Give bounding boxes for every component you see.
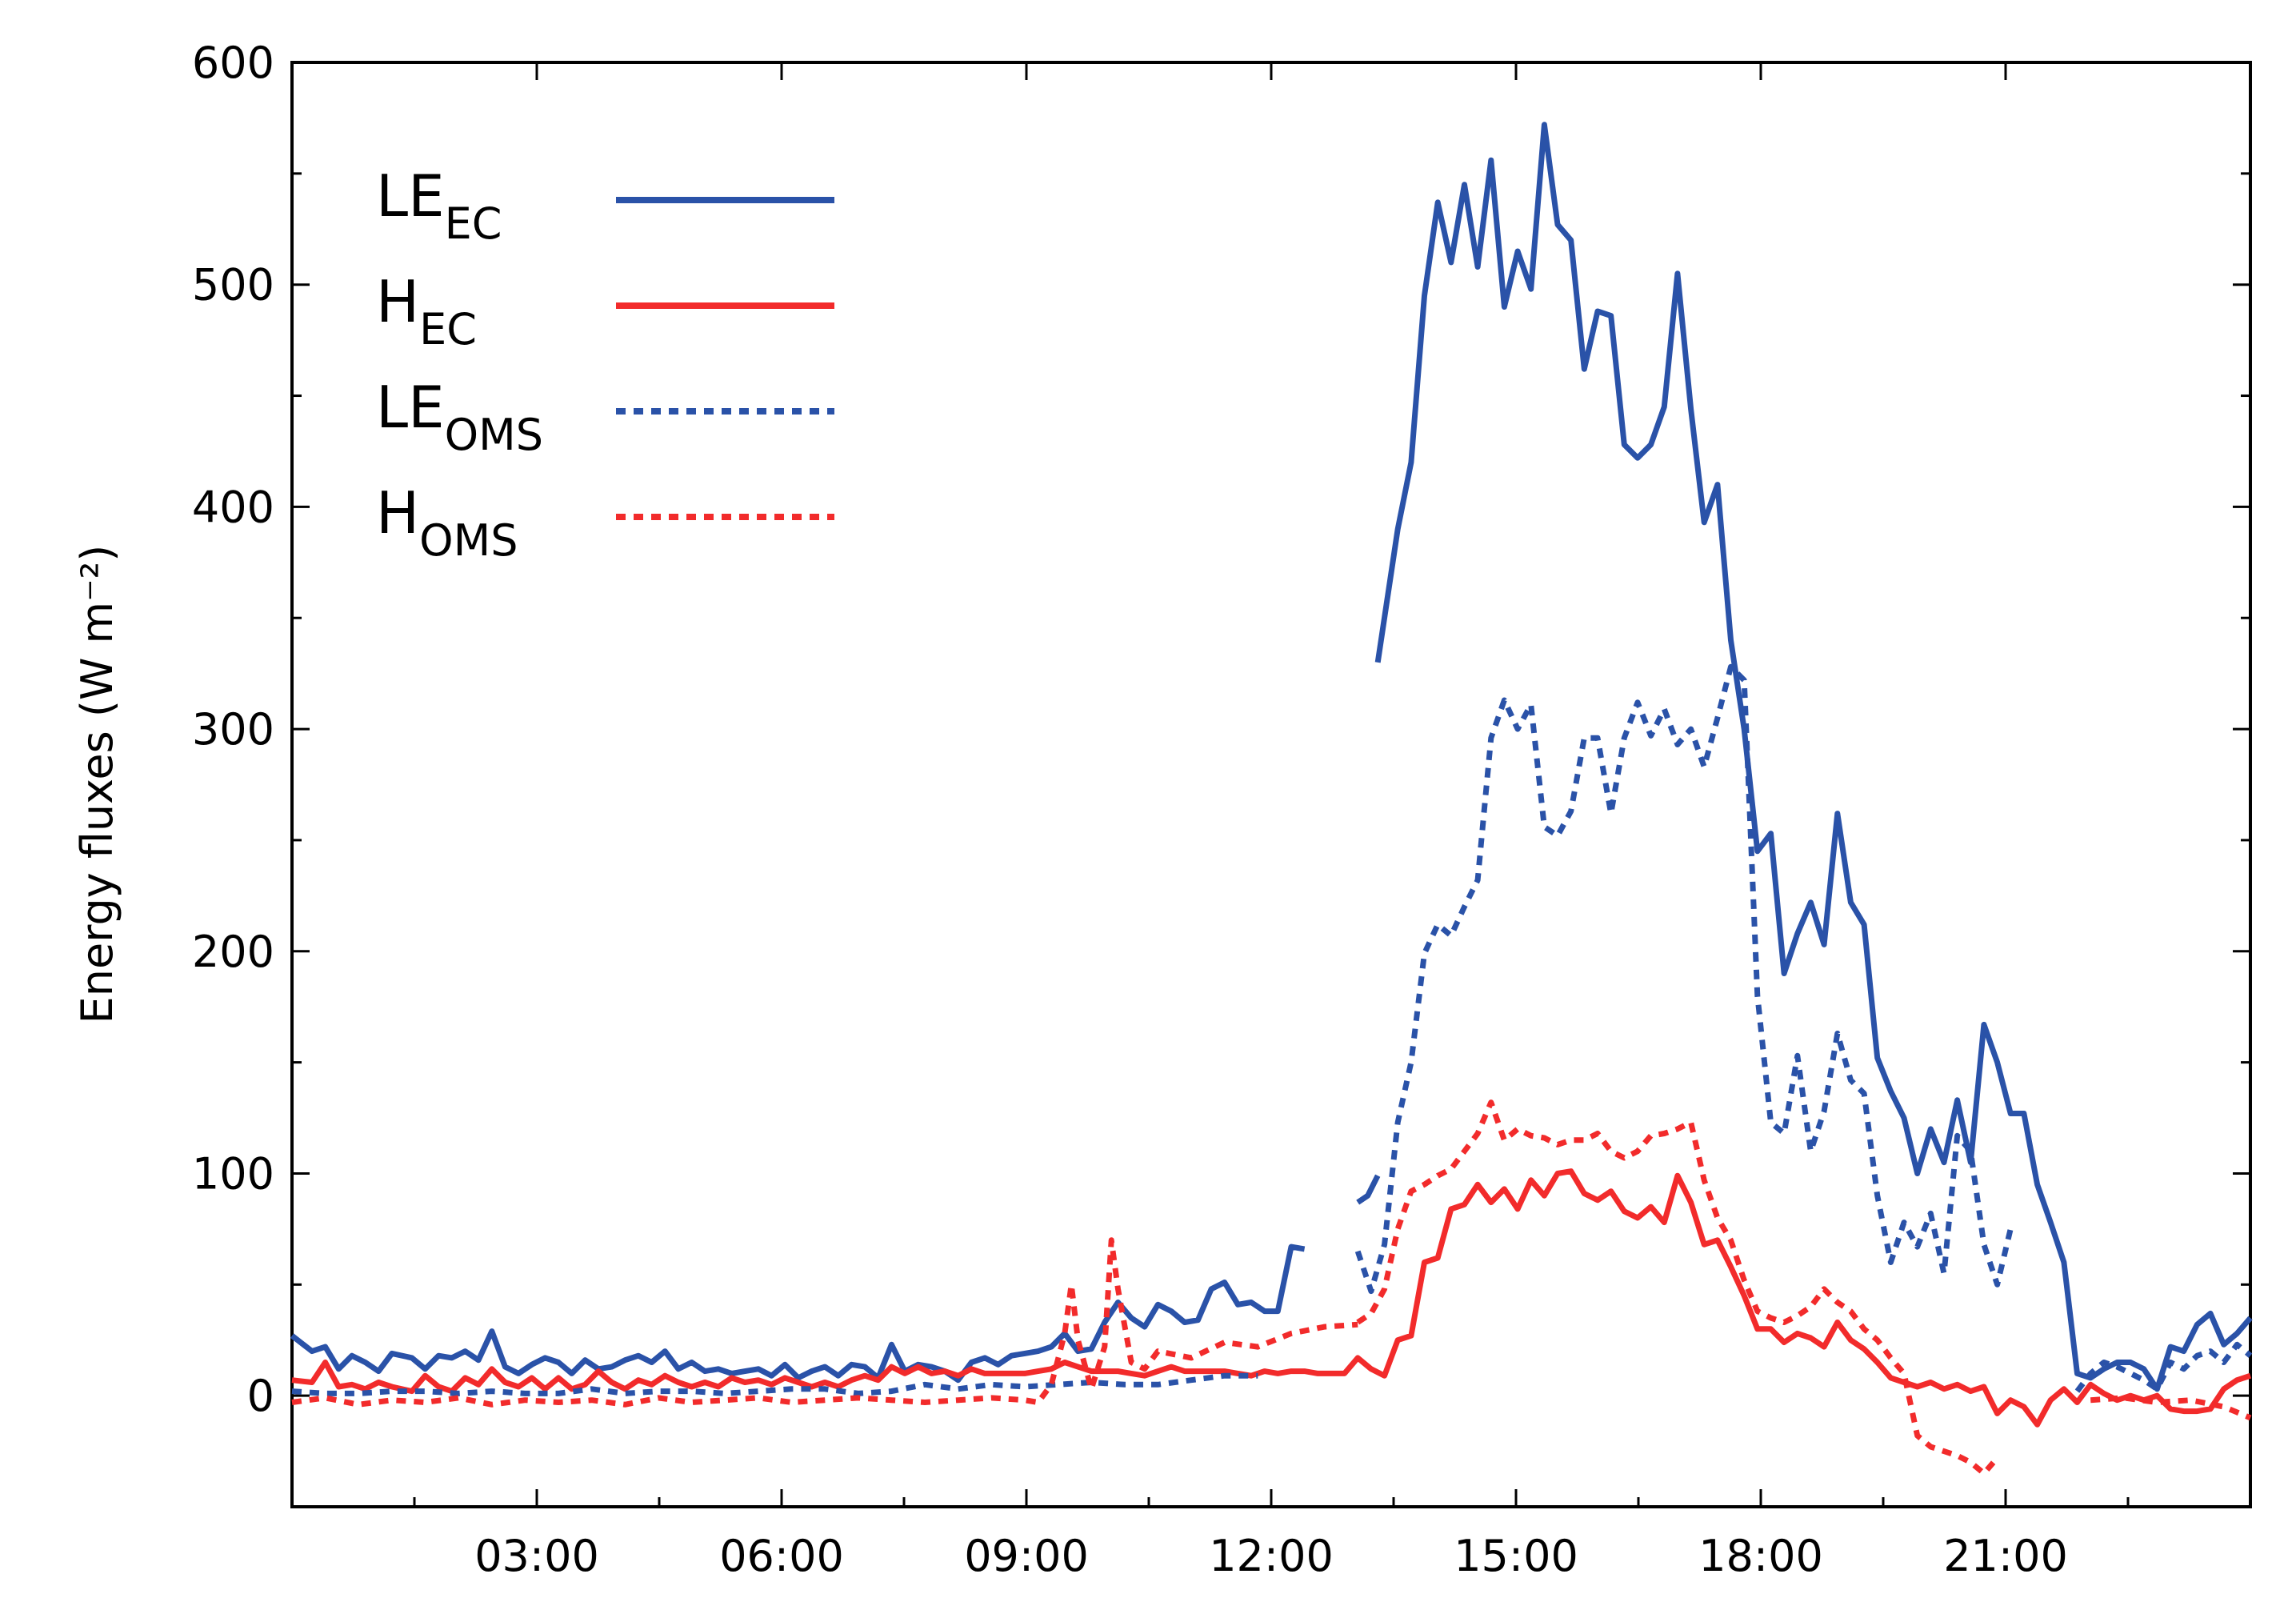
x-tick-label: 03:00 (474, 1531, 599, 1581)
plot-area: 0 100 200 300 400 500 600 03:00 06:00 09:00 12:00 1… (192, 38, 2253, 1581)
series-line (290, 1244, 1306, 1384)
x-tick-label: 21:00 (1943, 1531, 2068, 1581)
y-tick-label: 500 (192, 260, 274, 310)
y-tick-label: 200 (192, 927, 274, 977)
y-tick-label: 300 (192, 704, 274, 755)
series-le-oms (291, 663, 2253, 1396)
series-h-oms (291, 1099, 2252, 1476)
x-tick-label: 15:00 (1454, 1531, 1578, 1581)
series-le-ec (290, 122, 2253, 1392)
series-line (291, 1168, 2252, 1428)
series-line (291, 1372, 1258, 1396)
legend-label: HEC (376, 268, 477, 354)
x-tick-label: 12:00 (1209, 1531, 1334, 1581)
series-line (2074, 1341, 2253, 1393)
axis-ticks (292, 61, 2250, 1508)
legend: LEEC HEC LEOMS HOMS (376, 162, 834, 566)
series-line (1374, 122, 2253, 1392)
legend-label: LEEC (376, 162, 502, 249)
y-axis-label: Energy fluxes (W m⁻²) (72, 545, 122, 1024)
plot-frame (290, 61, 2252, 1508)
legend-label: HOMS (376, 479, 518, 566)
y-tick-label: 0 (247, 1371, 274, 1421)
y-tick-label: 400 (192, 482, 274, 532)
series-line (1354, 663, 2014, 1295)
axis-tick-labels: 0 100 200 300 400 500 600 03:00 06:00 09:00 12:00 1… (192, 38, 2068, 1581)
series-line (1356, 1174, 1381, 1205)
series-h-ec (291, 1168, 2252, 1428)
x-tick-label: 06:00 (719, 1531, 844, 1581)
legend-label: LEOMS (376, 374, 543, 460)
series-line (1356, 1099, 2000, 1476)
y-tick-label: 600 (192, 38, 274, 88)
x-tick-label: 09:00 (964, 1531, 1089, 1581)
series-line (291, 1237, 1358, 1408)
y-tick-label: 100 (192, 1148, 274, 1199)
x-tick-label: 18:00 (1698, 1531, 1823, 1581)
series-layer (290, 122, 2253, 1476)
